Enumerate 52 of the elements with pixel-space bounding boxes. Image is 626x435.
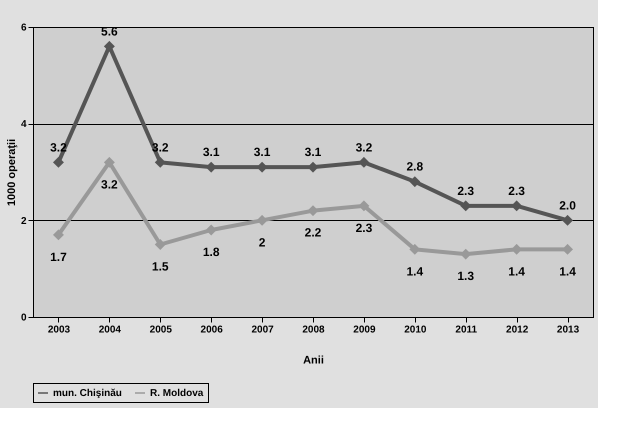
x-axis-title: Anii — [303, 354, 324, 366]
point — [154, 239, 166, 250]
legend-label: mun. Chişinău — [53, 388, 122, 399]
x-tick-label: 2003 — [48, 324, 71, 336]
x-tick-label: 2013 — [556, 324, 580, 336]
x-tick-label: 2010 — [404, 324, 427, 336]
data-label: 1.3 — [457, 269, 474, 284]
data-label: 3.1 — [304, 145, 322, 160]
data-label: 2 — [258, 235, 266, 250]
x-tick-label: 2007 — [251, 324, 274, 336]
data-label: 1.4 — [406, 264, 424, 278]
data-label: 1.5 — [152, 260, 169, 274]
y-tick-label: 2 — [20, 216, 27, 227]
point — [409, 176, 420, 188]
y-tick-label: 4 — [20, 119, 27, 130]
y-tick-label: 6 — [20, 22, 27, 34]
data-label: 1.8 — [202, 245, 220, 259]
data-label: 1.7 — [50, 250, 68, 264]
data-label: 3.2 — [356, 140, 373, 154]
point — [409, 244, 420, 255]
x-tick-label: 2005 — [150, 324, 172, 336]
data-label: 2.3 — [356, 220, 373, 235]
point — [256, 214, 268, 226]
data-label: 1.4 — [508, 264, 526, 278]
point — [206, 224, 217, 236]
point — [308, 205, 318, 216]
y-axis-title: 1000 operaţii — [6, 138, 18, 206]
data-label: 1.4 — [559, 264, 576, 278]
data-label: 2.0 — [559, 198, 576, 212]
point — [104, 40, 115, 52]
point — [460, 248, 472, 260]
x-tick-label: 2011 — [455, 324, 478, 336]
x-tick-label: 2006 — [200, 324, 224, 336]
x-tick-label: 2008 — [302, 324, 326, 336]
x-tick-label: 2004 — [98, 324, 122, 336]
y-tick-label: 0 — [20, 312, 27, 324]
data-label: 3.1 — [202, 145, 220, 160]
legend-label: R. Moldova — [150, 388, 204, 399]
data-label: 2.3 — [457, 184, 474, 198]
point — [52, 229, 64, 240]
point — [104, 156, 115, 168]
data-label: 3.1 — [254, 145, 271, 160]
x-tick-label: 2009 — [353, 324, 376, 336]
point — [562, 214, 574, 226]
data-label: 2.3 — [508, 184, 526, 198]
point — [52, 156, 64, 168]
point — [308, 162, 318, 173]
x-tick-label: 2012 — [506, 324, 529, 336]
data-label: 3.2 — [101, 177, 118, 192]
data-label: 2.8 — [406, 160, 424, 174]
point — [154, 156, 166, 168]
data-label: 2.2 — [304, 226, 322, 240]
